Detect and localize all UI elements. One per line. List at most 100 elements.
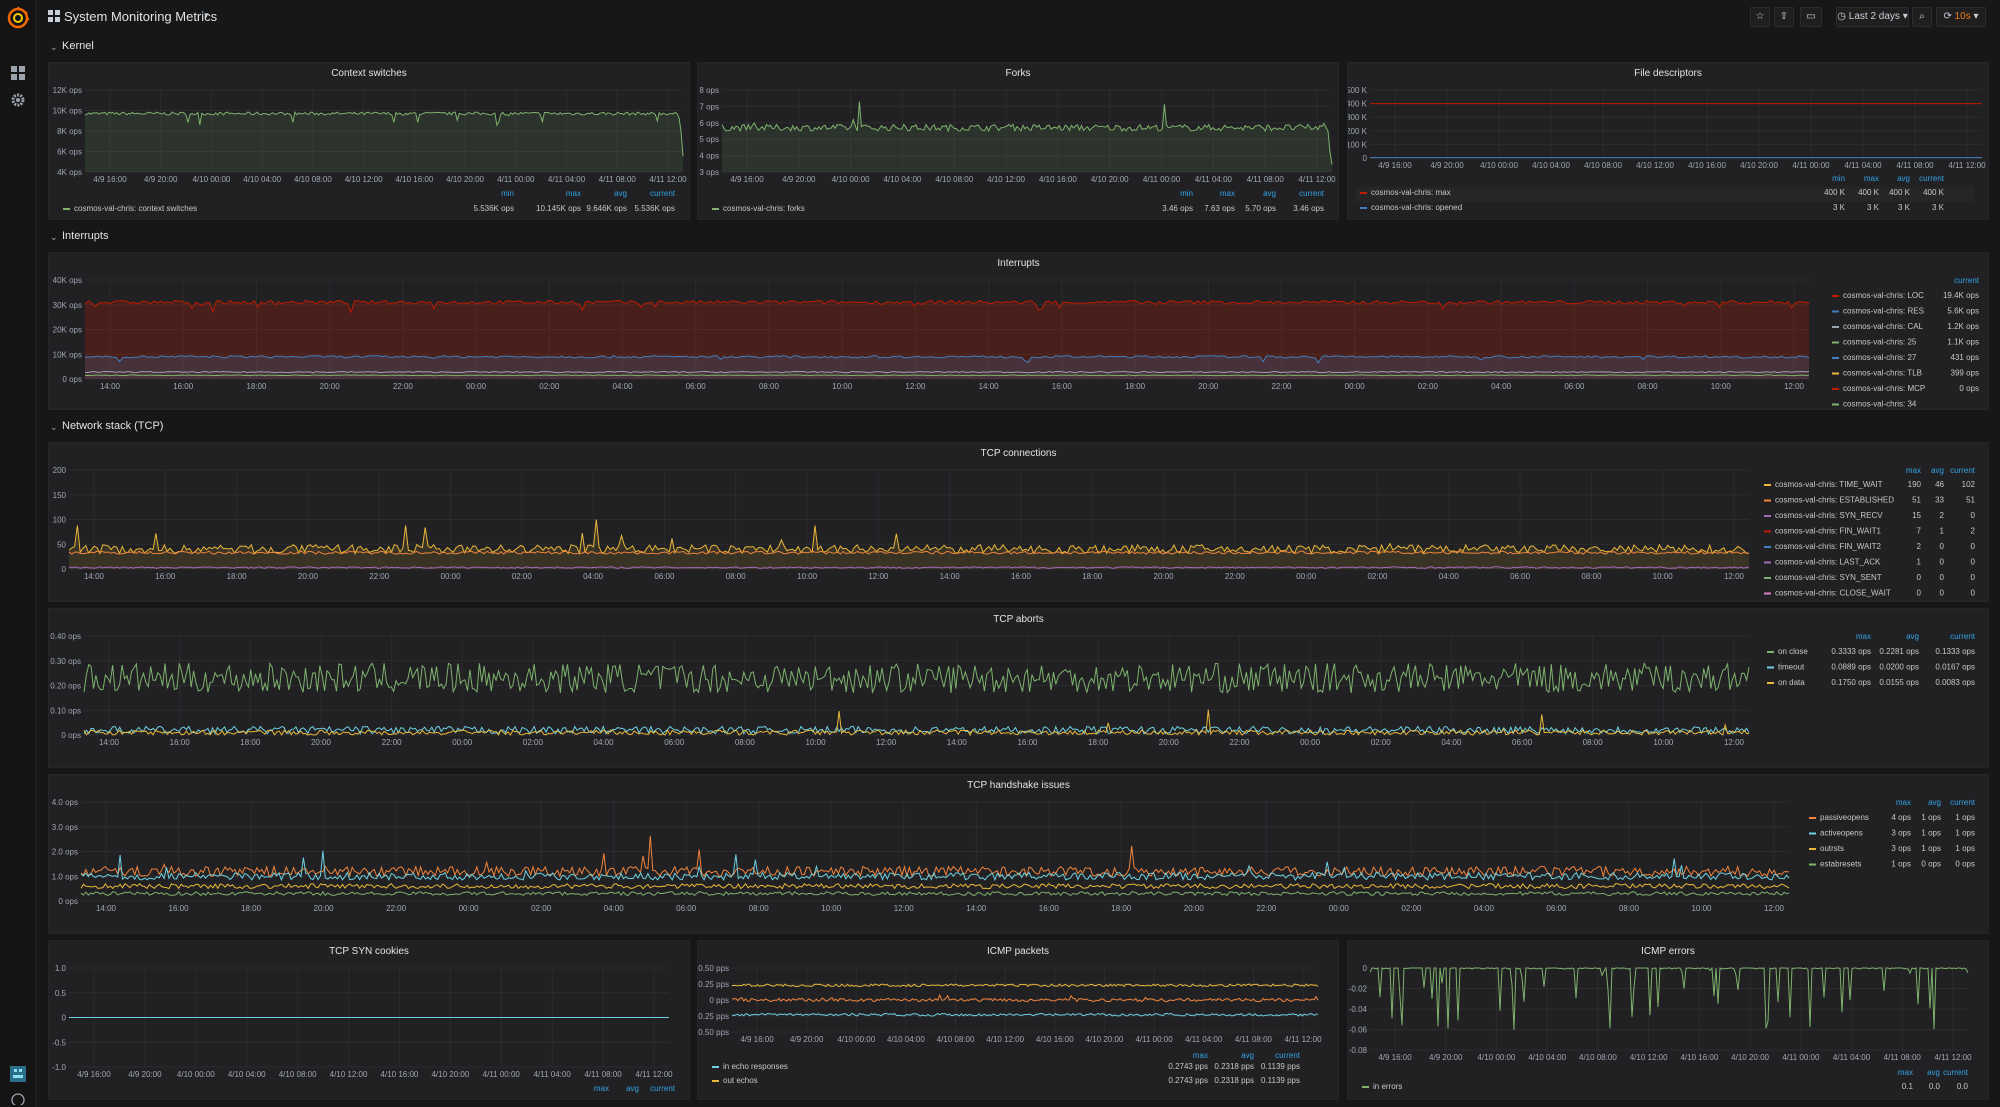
x-tick-label: 14:00 <box>947 738 968 747</box>
row-title-interrupts[interactable]: Interrupts <box>62 230 109 242</box>
x-tick-label: 16:00 <box>169 904 190 913</box>
panel-title[interactable]: TCP SYN cookies <box>329 946 409 957</box>
legend-value: 0.1750 ops <box>1831 678 1871 687</box>
y-tick-label: 200 K <box>1348 127 1368 136</box>
chart-svg-interrupts: 40K ops 30K ops 20K ops 10K ops 0 ops 14:00 16… <box>53 276 1980 409</box>
gear-icon[interactable] <box>9 91 27 109</box>
y-tick-label: -1.0 <box>52 1063 66 1072</box>
x-tick-label: 4/10 04:00 <box>243 175 281 184</box>
x-tick-label: 12:00 <box>1724 572 1745 581</box>
y-tick-label: 12K ops <box>53 86 82 95</box>
x-tick-label: 12:00 <box>876 738 897 747</box>
y-tick-label: 100 K <box>1348 140 1368 149</box>
refresh-picker[interactable]: ⟳ 10s ▾ <box>1936 7 1986 27</box>
legend-series-name: timeout <box>1778 663 1805 672</box>
panel-title[interactable]: TCP handshake issues <box>967 780 1070 791</box>
y-tick-label: 0.50 pps <box>698 964 729 973</box>
x-tick-label: 4/9 16:00 <box>77 1070 111 1079</box>
y-tick-label: 0.25 pps <box>698 980 729 989</box>
zoom-out-button[interactable]: ⌕ <box>1912 7 1932 27</box>
panel-title[interactable]: Interrupts <box>997 258 1040 269</box>
row-title-network[interactable]: Network stack (TCP) <box>62 420 164 432</box>
help-icon[interactable] <box>9 1091 27 1105</box>
x-tick-label: 04:00 <box>583 572 604 581</box>
legend-row <box>1356 187 1974 202</box>
x-tick-label: 4/10 00:00 <box>1478 1053 1516 1062</box>
legend-value: 0 <box>1917 573 1922 582</box>
panel-title[interactable]: Context switches <box>331 68 407 79</box>
panel-title[interactable]: TCP connections <box>980 448 1057 459</box>
chevron-down-icon[interactable]: ⌄ <box>50 422 58 432</box>
legend-header: current <box>650 1084 676 1093</box>
chevron-down-icon[interactable]: ⌄ <box>50 42 58 52</box>
x-tick-label: 02:00 <box>1367 572 1388 581</box>
x-tick-label: 08:00 <box>1581 572 1602 581</box>
series-area <box>85 355 1809 379</box>
legend-series-name: on close <box>1778 647 1808 656</box>
x-tick-label: 4/9 16:00 <box>1378 1053 1412 1062</box>
avatar[interactable] <box>9 1065 27 1083</box>
grafana-logo-icon[interactable] <box>6 6 30 30</box>
x-tick-label: 10:00 <box>806 738 827 747</box>
x-tick-label: 4/10 08:00 <box>1584 161 1622 170</box>
x-tick-label: 00:00 <box>1345 382 1366 391</box>
panel-file-descriptors: File descriptors 500 K 400 K 300 K 200 K 100… <box>1347 62 1989 220</box>
legend-header: current <box>1943 1068 1969 1077</box>
legend-swatch <box>1767 651 1774 653</box>
share-button[interactable]: ⇪ <box>1774 7 1794 27</box>
row-title-kernel[interactable]: Kernel <box>62 40 94 52</box>
legend-value: 400 K <box>1824 188 1846 197</box>
side-menu <box>0 0 36 1107</box>
legend-value: 0.2281 ops <box>1879 647 1919 656</box>
legend-value: 0.0155 ops <box>1879 678 1919 687</box>
x-tick-label: 4/10 12:00 <box>330 1070 368 1079</box>
x-tick-label: 4/9 20:00 <box>1429 1053 1463 1062</box>
x-tick-label: 4/10 04:00 <box>228 1070 266 1079</box>
panel-title[interactable]: ICMP packets <box>986 946 1050 957</box>
y-tick-label: 30K ops <box>53 301 82 310</box>
legend-value: 0.1139 pps <box>1261 1076 1300 1085</box>
panel-title[interactable]: TCP aborts <box>993 614 1044 625</box>
y-tick-label: -0.02 <box>1349 985 1368 994</box>
dashboards-icon[interactable] <box>9 64 27 82</box>
tv-mode-button[interactable]: ▭ <box>1800 7 1822 27</box>
time-range-picker[interactable]: ◷ Last 2 days ▾ <box>1836 7 1909 27</box>
legend-header: current <box>1275 1051 1301 1060</box>
legend-swatch <box>1764 484 1771 486</box>
legend-series-name: cosmos-val-chris: TIME_WAIT <box>1775 480 1883 489</box>
legend-value: 4 ops <box>1891 813 1911 822</box>
x-tick-label: 02:00 <box>523 738 544 747</box>
x-tick-label: 04:00 <box>1491 382 1512 391</box>
legend-swatch <box>1809 817 1816 819</box>
legend-value: 1.2K ops <box>1947 322 1979 331</box>
panel-title[interactable]: File descriptors <box>1634 68 1702 79</box>
caret-down-icon[interactable]: ▾ <box>204 10 209 20</box>
y-tick-label: 3.0 ops <box>52 823 78 832</box>
legend-value: 0.0889 ops <box>1831 663 1871 672</box>
x-tick-label: 00:00 <box>459 904 480 913</box>
panel-tcp-syn-cookies: TCP SYN cookies 1.0 0.5 0 -0.5 -1.0 4/9 16:00… <box>48 940 690 1100</box>
legend-series-name: cosmos-val-chris: RES <box>1843 307 1924 316</box>
series-line <box>84 299 1810 314</box>
panel-title[interactable]: Forks <box>1005 68 1031 79</box>
x-tick-label: 10:00 <box>1711 382 1732 391</box>
x-tick-label: 06:00 <box>1564 382 1585 391</box>
legend-series-name: cosmos-val-chris: forks <box>723 204 805 213</box>
dashboard-title[interactable]: System Monitoring Metrics <box>64 9 218 24</box>
x-tick-label: 4/11 04:00 <box>1833 1053 1871 1062</box>
y-tick-label: 10K ops <box>53 350 82 359</box>
x-tick-label: 20:00 <box>1154 572 1175 581</box>
legend-header: min <box>1832 174 1845 183</box>
chevron-down-icon[interactable]: ⌄ <box>50 232 58 242</box>
legend-value: 399 ops <box>1951 369 1979 378</box>
panel-title[interactable]: ICMP errors <box>1641 946 1695 957</box>
grid <box>732 967 1318 1033</box>
star-button[interactable]: ☆ <box>1750 7 1770 27</box>
legend-value: 0 <box>1940 558 1945 567</box>
series-line <box>85 370 1810 374</box>
series-line <box>84 355 1810 364</box>
x-tick-label: 4/11 08:00 <box>1884 1053 1922 1062</box>
chart-svg-fd: 500 K 400 K 300 K 200 K 100 K 0 4/9 16:00 4/9 2… <box>1348 86 1986 212</box>
legend-value: 3 K <box>1932 203 1945 212</box>
y-tick-label: 0 <box>62 565 67 574</box>
